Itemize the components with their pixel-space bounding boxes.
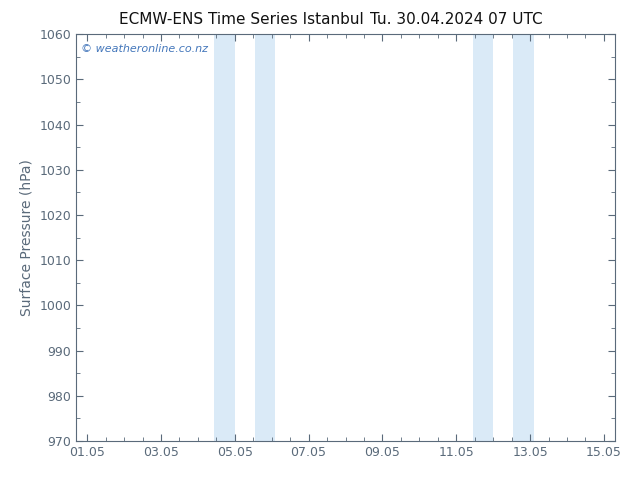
Bar	[214, 34, 235, 441]
Bar	[514, 34, 534, 441]
Y-axis label: Surface Pressure (hPa): Surface Pressure (hPa)	[20, 159, 34, 316]
Bar	[255, 34, 275, 441]
Bar	[473, 34, 493, 441]
Text: © weatheronline.co.nz: © weatheronline.co.nz	[81, 45, 209, 54]
Text: Tu. 30.04.2024 07 UTC: Tu. 30.04.2024 07 UTC	[370, 12, 543, 27]
Text: ECMW-ENS Time Series Istanbul: ECMW-ENS Time Series Istanbul	[119, 12, 363, 27]
